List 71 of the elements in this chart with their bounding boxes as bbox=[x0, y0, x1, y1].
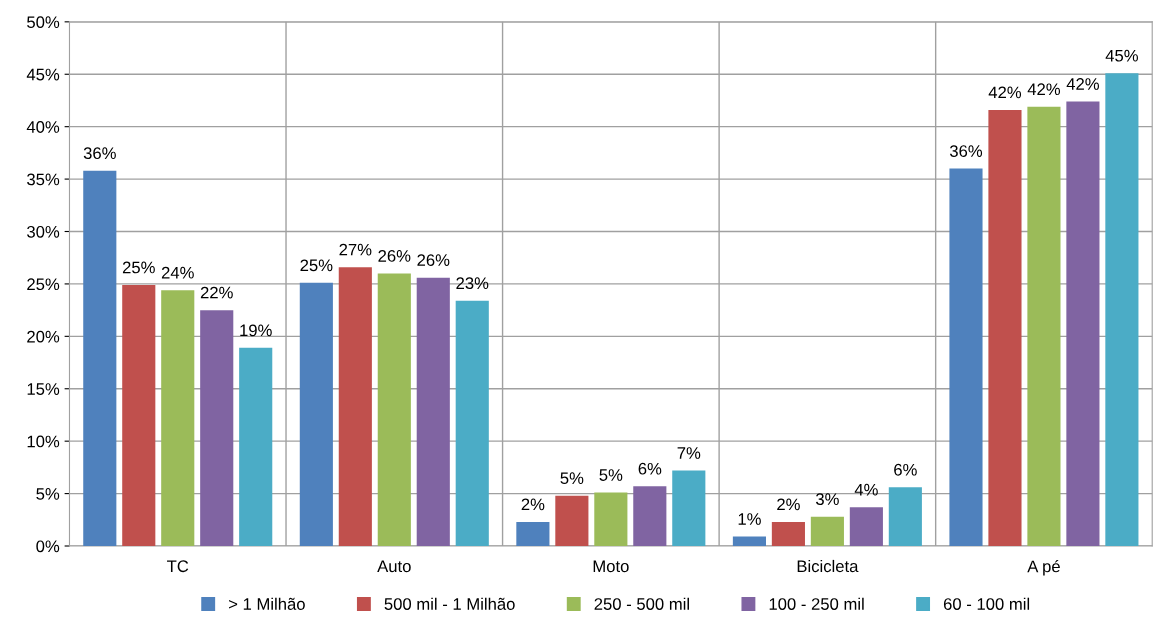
data-label: 42% bbox=[988, 86, 1022, 99]
legend-label: > 1 Milhão bbox=[229, 597, 305, 610]
bar bbox=[1027, 106, 1061, 546]
x-tick-label: Moto bbox=[593, 560, 629, 573]
data-label: 36% bbox=[949, 145, 983, 157]
data-label: 5% bbox=[560, 472, 584, 485]
y-tick-label: 10% bbox=[27, 435, 60, 448]
y-tick-label: 25% bbox=[27, 278, 60, 291]
data-label: 42% bbox=[1066, 78, 1099, 90]
data-label: 2% bbox=[521, 498, 545, 511]
x-tick-label: Auto bbox=[377, 560, 411, 573]
data-label: 22% bbox=[200, 286, 233, 299]
y-tick-label: 50% bbox=[27, 16, 60, 29]
data-label: 2% bbox=[777, 498, 800, 511]
data-label: 5% bbox=[599, 469, 623, 481]
bar bbox=[299, 282, 333, 546]
legend-label: 500 mil - 1 Milhão bbox=[384, 597, 515, 610]
y-tick-label: 0% bbox=[36, 540, 60, 553]
bar bbox=[122, 284, 156, 546]
data-label: 4% bbox=[854, 483, 878, 496]
legend-label: 250 - 500 mil bbox=[594, 597, 689, 610]
y-tick-label: 45% bbox=[26, 68, 60, 81]
data-label: 6% bbox=[638, 462, 662, 475]
data-label: 24% bbox=[161, 266, 194, 279]
data-label: 3% bbox=[815, 493, 839, 506]
data-label: 26% bbox=[417, 254, 450, 266]
y-tick-label: 40% bbox=[26, 121, 60, 133]
x-tick-label: Bicicleta bbox=[797, 559, 859, 573]
data-label: 25% bbox=[122, 261, 155, 274]
y-tick-label: 5% bbox=[36, 488, 60, 500]
y-tick-label: 15% bbox=[27, 383, 60, 395]
bar bbox=[200, 310, 234, 546]
bar bbox=[377, 273, 411, 546]
data-label: 42% bbox=[1027, 83, 1061, 96]
bar bbox=[1105, 73, 1139, 546]
bar bbox=[594, 492, 628, 546]
data-label: 19% bbox=[240, 324, 272, 337]
bar bbox=[416, 277, 450, 546]
data-label: 7% bbox=[677, 447, 701, 459]
bar bbox=[455, 300, 489, 546]
data-label: 36% bbox=[83, 147, 116, 160]
bar bbox=[633, 486, 667, 546]
bar bbox=[888, 487, 922, 546]
bar bbox=[161, 290, 195, 546]
bar bbox=[810, 516, 844, 546]
x-tick-label: TC bbox=[167, 560, 189, 573]
bar bbox=[516, 521, 550, 546]
y-tick-label: 35% bbox=[27, 173, 60, 186]
bar bbox=[1066, 101, 1100, 546]
data-label: 26% bbox=[378, 250, 411, 262]
data-label: 25% bbox=[300, 259, 333, 272]
data-label: 27% bbox=[339, 243, 372, 256]
bar bbox=[771, 521, 805, 546]
data-label: 6% bbox=[894, 463, 917, 476]
bar bbox=[849, 507, 883, 546]
data-label: 23% bbox=[456, 277, 489, 290]
data-label: 1% bbox=[738, 513, 761, 525]
bar bbox=[988, 109, 1022, 546]
bar bbox=[239, 347, 273, 546]
data-label: 45% bbox=[1105, 49, 1138, 62]
bar bbox=[672, 470, 706, 546]
bar bbox=[83, 170, 117, 546]
bar bbox=[949, 168, 983, 546]
x-tick-label: A pé bbox=[1027, 559, 1060, 576]
bar bbox=[555, 495, 589, 546]
bar bbox=[732, 536, 766, 546]
bar bbox=[338, 267, 372, 546]
legend-label: 100 - 250 mil bbox=[769, 597, 864, 610]
y-tick-label: 20% bbox=[27, 330, 60, 343]
legend-label: 60 - 100 mil bbox=[943, 597, 1030, 610]
y-tick-label: 30% bbox=[27, 225, 60, 238]
